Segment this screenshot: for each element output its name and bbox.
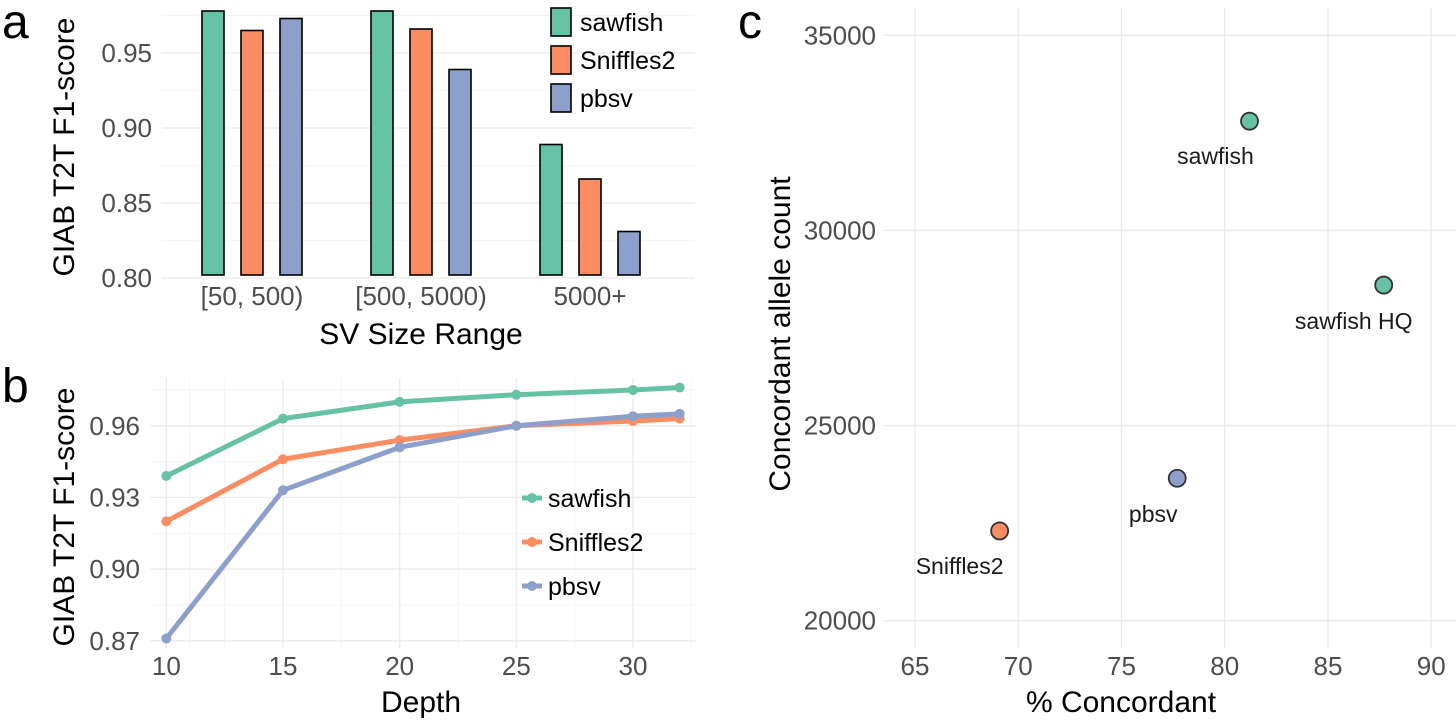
panel-letter-a: a bbox=[2, 0, 29, 49]
point-sawfish bbox=[1240, 111, 1259, 131]
panel-b-x-ticks: 10 15 20 25 30 bbox=[152, 651, 648, 681]
bar-pbsv-3 bbox=[617, 230, 641, 276]
point-sawfish-30 bbox=[628, 384, 638, 395]
panel-a-bars bbox=[201, 10, 641, 276]
legend-dot-sawfish bbox=[527, 493, 537, 503]
panel-c-x-axis-title: % Concordant bbox=[1026, 686, 1217, 719]
x-tick-label: 15 bbox=[269, 651, 298, 681]
x-tick-label: 65 bbox=[901, 651, 930, 681]
y-tick-label: 35000 bbox=[804, 20, 876, 50]
panel-b-gridlines bbox=[150, 378, 696, 648]
point-sawfish-20 bbox=[394, 396, 405, 407]
panel-a-legend: sawfish Sniffles2 pbsv bbox=[550, 7, 675, 113]
legend-swatch-sniffles2 bbox=[550, 45, 572, 75]
point-sniffles2-15 bbox=[278, 454, 288, 465]
point-label-sawfish: sawfish bbox=[1177, 143, 1254, 169]
y-tick-label: 30000 bbox=[804, 215, 876, 245]
point-sawfish-hq bbox=[1374, 275, 1394, 295]
line-sniffles2 bbox=[163, 416, 683, 524]
legend-label-sawfish: sawfish bbox=[580, 9, 663, 37]
point-pbsv bbox=[1167, 468, 1187, 488]
point-pbsv-10 bbox=[161, 633, 172, 644]
legend-swatch-pbsv bbox=[550, 83, 572, 113]
bar-sniffles2-1 bbox=[240, 29, 264, 276]
x-tick-label: 10 bbox=[152, 651, 181, 681]
panel-b-y-ticks: 0.87 0.90 0.93 0.96 bbox=[89, 411, 140, 656]
legend-label-sniffles2: Sniffles2 bbox=[548, 529, 643, 557]
legend-label-pbsv: pbsv bbox=[548, 573, 601, 601]
panel-b-legend: sawfish Sniffles2 pbsv bbox=[522, 485, 643, 601]
panel-b-line-chart: 0.87 0.90 0.93 0.96 10 15 20 25 30 Depth GIAB T… bbox=[48, 378, 696, 719]
panel-a-y-ticks: 0.80 0.85 0.90 0.95 bbox=[101, 38, 152, 293]
y-tick-label: 0.90 bbox=[101, 113, 152, 143]
panel-c-y-ticks: 20000 25000 30000 35000 bbox=[804, 20, 876, 635]
y-tick-label: 0.87 bbox=[89, 626, 140, 656]
x-tick-label: [500, 5000) bbox=[355, 281, 487, 311]
panel-a-x-ticks: [50, 500) [500, 5000) 5000+ bbox=[201, 281, 627, 311]
panel-a-y-axis-title: GIAB T2T F1-score bbox=[48, 18, 81, 277]
point-pbsv-30 bbox=[628, 411, 638, 422]
y-tick-label: 0.80 bbox=[101, 263, 152, 293]
x-tick-label: 30 bbox=[619, 651, 648, 681]
panel-a-x-axis-title: SV Size Range bbox=[319, 318, 522, 351]
panel-c-gridlines bbox=[884, 8, 1456, 648]
panel-letter-b: b bbox=[2, 360, 29, 413]
panel-c-y-axis-title: Concordant allele count bbox=[764, 176, 797, 492]
point-sniffles2-20 bbox=[394, 435, 405, 446]
y-tick-label: 20000 bbox=[804, 606, 876, 636]
y-tick-label: 0.85 bbox=[101, 188, 152, 218]
legend-label-sniffles2: Sniffles2 bbox=[580, 47, 675, 75]
y-tick-label: 0.95 bbox=[101, 38, 152, 68]
bar-sawfish-3 bbox=[539, 143, 563, 276]
x-tick-label: 5000+ bbox=[553, 281, 626, 311]
bar-pbsv-2 bbox=[448, 68, 472, 276]
panel-c-points: sawfish sawfish HQ pbsv Sniffles2 bbox=[916, 111, 1413, 579]
bar-sniffles2-3 bbox=[578, 178, 602, 276]
legend-label-pbsv: pbsv bbox=[580, 85, 633, 113]
panel-letter-c: c bbox=[738, 0, 762, 49]
y-tick-label: 25000 bbox=[804, 411, 876, 441]
panel-b-lines bbox=[161, 382, 685, 644]
y-tick-label: 0.96 bbox=[89, 411, 140, 441]
line-pbsv bbox=[163, 411, 683, 641]
point-label-pbsv: pbsv bbox=[1129, 501, 1178, 527]
bar-sawfish-1 bbox=[201, 10, 225, 276]
x-tick-label: 85 bbox=[1314, 651, 1343, 681]
point-sniffles2-10 bbox=[161, 516, 172, 527]
point-label-sawfish-hq: sawfish HQ bbox=[1295, 308, 1413, 334]
point-pbsv-15 bbox=[278, 485, 288, 496]
y-tick-label: 0.90 bbox=[89, 554, 140, 584]
x-tick-label: 90 bbox=[1417, 651, 1446, 681]
x-tick-label: 25 bbox=[502, 651, 531, 681]
point-pbsv-32 bbox=[674, 408, 685, 419]
point-sawfish-10 bbox=[161, 470, 172, 481]
y-tick-label: 0.93 bbox=[89, 482, 140, 512]
point-sawfish-15 bbox=[278, 413, 288, 424]
x-tick-label: 20 bbox=[385, 651, 414, 681]
bar-sawfish-2 bbox=[370, 10, 394, 276]
point-sniffles2 bbox=[990, 521, 1010, 541]
x-tick-label: 80 bbox=[1210, 651, 1239, 681]
legend-swatch-sawfish bbox=[550, 7, 572, 37]
x-tick-label: 75 bbox=[1107, 651, 1136, 681]
x-tick-label: [50, 500) bbox=[201, 281, 304, 311]
panel-b-y-axis-title: GIAB T2T F1-score bbox=[48, 388, 81, 647]
x-tick-label: 70 bbox=[1004, 651, 1033, 681]
panel-a-bar-chart: 0.80 0.85 0.90 0.95 [50, 500) [500, 5000) 500… bbox=[48, 7, 694, 351]
point-sawfish-25 bbox=[511, 389, 522, 400]
bar-sniffles2-2 bbox=[409, 28, 433, 276]
point-pbsv-20 bbox=[394, 442, 405, 453]
panel-c-scatter-chart: sawfish sawfish HQ pbsv Sniffles2 20000 2500… bbox=[764, 8, 1456, 719]
panel-c-x-ticks: 65 70 75 80 85 90 bbox=[901, 651, 1446, 681]
point-sawfish-32 bbox=[674, 382, 685, 393]
legend-dot-sniffles2 bbox=[527, 537, 537, 547]
legend-label-sawfish: sawfish bbox=[548, 485, 631, 513]
point-label-sniffles2: Sniffles2 bbox=[916, 553, 1004, 579]
legend-dot-pbsv bbox=[527, 581, 537, 591]
panel-b-x-axis-title: Depth bbox=[381, 686, 461, 719]
line-sawfish bbox=[163, 385, 683, 479]
point-pbsv-25 bbox=[511, 420, 522, 431]
bar-pbsv-1 bbox=[279, 17, 303, 276]
